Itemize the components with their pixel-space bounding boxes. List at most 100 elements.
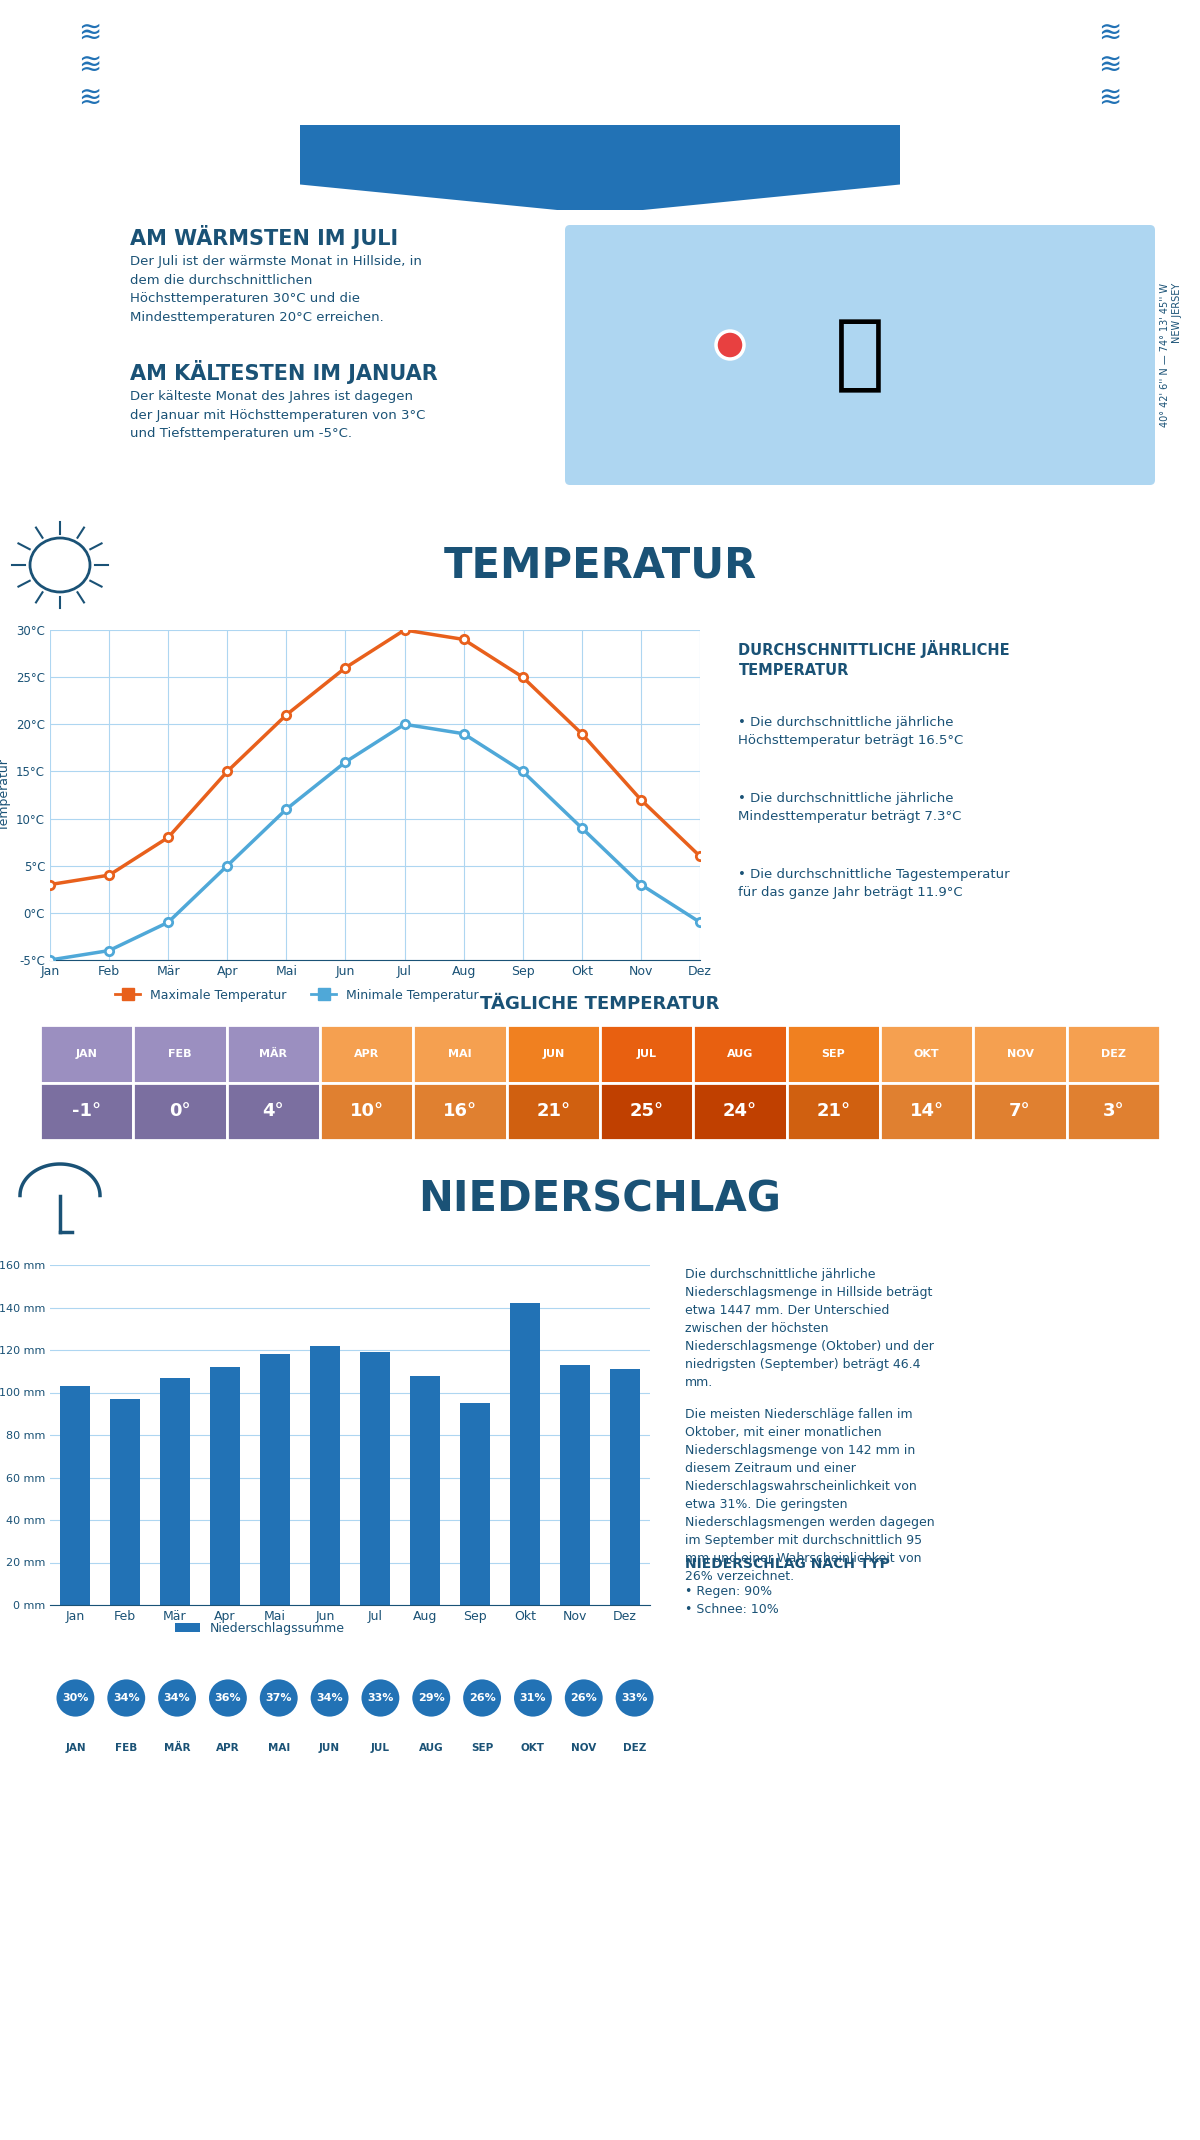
Bar xyxy=(880,1083,973,1141)
Text: NIEDERSCHLAG NACH TYP: NIEDERSCHLAG NACH TYP xyxy=(685,1558,890,1571)
Bar xyxy=(320,1083,413,1141)
Text: -1°: -1° xyxy=(72,1102,101,1119)
Circle shape xyxy=(55,1678,96,1718)
Bar xyxy=(973,1083,1067,1141)
Bar xyxy=(320,1025,413,1083)
Bar xyxy=(880,1025,973,1083)
Bar xyxy=(40,1083,133,1141)
Bar xyxy=(413,1025,506,1083)
Bar xyxy=(110,1400,140,1605)
Bar xyxy=(40,1025,133,1083)
Bar xyxy=(973,1025,1067,1083)
Text: JUL: JUL xyxy=(637,1049,656,1059)
Text: NOV: NOV xyxy=(1007,1049,1033,1059)
Text: DURCHSCHNITTLICHE JÄHRLICHE
TEMPERATUR: DURCHSCHNITTLICHE JÄHRLICHE TEMPERATUR xyxy=(738,640,1010,678)
Circle shape xyxy=(360,1678,401,1718)
Bar xyxy=(160,1378,190,1605)
Text: MAI: MAI xyxy=(448,1049,472,1059)
Y-axis label: Temperatur: Temperatur xyxy=(0,760,11,830)
Text: APR: APR xyxy=(216,1742,240,1753)
Text: Die durchschnittliche jährliche
Niederschlagsmenge in Hillside beträgt
etwa 1447: Die durchschnittliche jährliche Niedersc… xyxy=(685,1269,934,1389)
Text: Der Juli ist der wärmste Monat in Hillside, in
dem die durchschnittlichen
Höchst: Der Juli ist der wärmste Monat in Hillsi… xyxy=(130,255,422,323)
Text: 26%: 26% xyxy=(570,1693,598,1703)
Text: 34%: 34% xyxy=(317,1693,343,1703)
Text: ≋: ≋ xyxy=(1098,51,1122,79)
Text: 31%: 31% xyxy=(520,1693,546,1703)
Text: APR: APR xyxy=(354,1049,379,1059)
Text: 21°: 21° xyxy=(816,1102,851,1119)
Bar xyxy=(506,1083,600,1141)
Bar xyxy=(360,1352,390,1605)
Bar xyxy=(610,1370,640,1605)
Circle shape xyxy=(512,1678,553,1718)
Bar xyxy=(227,1083,320,1141)
Bar xyxy=(210,1367,240,1605)
Bar xyxy=(133,1083,227,1141)
Text: FEB: FEB xyxy=(115,1742,137,1753)
Circle shape xyxy=(462,1678,503,1718)
Bar xyxy=(1067,1025,1160,1083)
Text: 34%: 34% xyxy=(113,1693,139,1703)
Text: NOV: NOV xyxy=(571,1742,596,1753)
Text: 0°: 0° xyxy=(169,1102,191,1119)
Text: 36%: 36% xyxy=(215,1693,241,1703)
Text: CC BY-ND 4.0: CC BY-ND 4.0 xyxy=(102,2108,186,2121)
Text: AUG: AUG xyxy=(419,1742,444,1753)
Bar xyxy=(310,1346,340,1605)
Text: 37%: 37% xyxy=(265,1693,292,1703)
Bar xyxy=(787,1083,880,1141)
Text: NIEDERSCHLAGSWAHRSCHEINLICHKEIT: NIEDERSCHLAGSWAHRSCHEINLICHKEIT xyxy=(202,1639,509,1654)
Circle shape xyxy=(258,1678,299,1718)
Bar xyxy=(460,1404,490,1605)
Text: OKT: OKT xyxy=(521,1742,545,1753)
Text: 4°: 4° xyxy=(263,1102,284,1119)
Text: TEMPERATUR: TEMPERATUR xyxy=(443,544,757,586)
Text: • Die durchschnittliche Tagestemperatur
für das ganze Jahr beträgt 11.9°C: • Die durchschnittliche Tagestemperatur … xyxy=(738,867,1010,899)
Bar xyxy=(510,1303,540,1605)
Text: 16°: 16° xyxy=(443,1102,478,1119)
Text: 29%: 29% xyxy=(418,1693,445,1703)
Text: 40° 42' 6'' N — 74° 13' 45'' W
NEW JERSEY: 40° 42' 6'' N — 74° 13' 45'' W NEW JERSE… xyxy=(1160,282,1182,428)
Text: Der kälteste Monat des Jahres ist dagegen
der Januar mit Höchsttemperaturen von : Der kälteste Monat des Jahres ist dagege… xyxy=(130,389,425,441)
Text: DEZ: DEZ xyxy=(623,1742,647,1753)
Text: 7°: 7° xyxy=(1009,1102,1031,1119)
Text: 21°: 21° xyxy=(536,1102,570,1119)
Text: MÄR: MÄR xyxy=(164,1742,191,1753)
Legend: Niederschlagssumme: Niederschlagssumme xyxy=(170,1616,350,1639)
Bar xyxy=(694,1083,787,1141)
Bar xyxy=(133,1025,227,1083)
Text: JAN: JAN xyxy=(76,1049,97,1059)
Text: 🌍: 🌍 xyxy=(835,315,886,396)
Text: NIEDERSCHLAG: NIEDERSCHLAG xyxy=(419,1179,781,1222)
Circle shape xyxy=(410,1678,451,1718)
Text: HILLSIDE: HILLSIDE xyxy=(458,21,742,75)
Bar xyxy=(506,1025,600,1083)
Circle shape xyxy=(564,1678,604,1718)
Text: 3°: 3° xyxy=(1103,1102,1124,1119)
Circle shape xyxy=(716,332,744,360)
Text: AM KÄLTESTEN IM JANUAR: AM KÄLTESTEN IM JANUAR xyxy=(130,360,438,383)
Text: 33%: 33% xyxy=(622,1693,648,1703)
Circle shape xyxy=(157,1678,198,1718)
Text: 26%: 26% xyxy=(469,1693,496,1703)
Bar xyxy=(787,1025,880,1083)
Text: VEREINIGTE STAATEN VON AMERIKA: VEREINIGTE STAATEN VON AMERIKA xyxy=(462,94,738,109)
Text: AUG: AUG xyxy=(727,1049,754,1059)
Text: Die meisten Niederschläge fallen im
Oktober, mit einer monatlichen
Niederschlags: Die meisten Niederschläge fallen im Okto… xyxy=(685,1408,935,1584)
Text: FEB: FEB xyxy=(168,1049,192,1059)
Text: OKT: OKT xyxy=(914,1049,940,1059)
Bar xyxy=(600,1083,694,1141)
Text: MÄR: MÄR xyxy=(259,1049,287,1059)
Circle shape xyxy=(30,537,90,593)
Bar xyxy=(260,1355,290,1605)
Text: DEZ: DEZ xyxy=(1100,1049,1126,1059)
Text: SEP: SEP xyxy=(822,1049,845,1059)
Legend: Maximale Temperatur, Minimale Temperatur: Maximale Temperatur, Minimale Temperatur xyxy=(110,984,484,1006)
Text: AM WÄRMSTEN IM JULI: AM WÄRMSTEN IM JULI xyxy=(130,225,398,248)
Bar xyxy=(413,1083,506,1141)
Circle shape xyxy=(310,1678,350,1718)
Bar xyxy=(410,1376,440,1605)
Text: SEP: SEP xyxy=(470,1742,493,1753)
Text: • Regen: 90%
• Schnee: 10%: • Regen: 90% • Schnee: 10% xyxy=(685,1584,779,1616)
Text: ≋: ≋ xyxy=(78,83,102,111)
